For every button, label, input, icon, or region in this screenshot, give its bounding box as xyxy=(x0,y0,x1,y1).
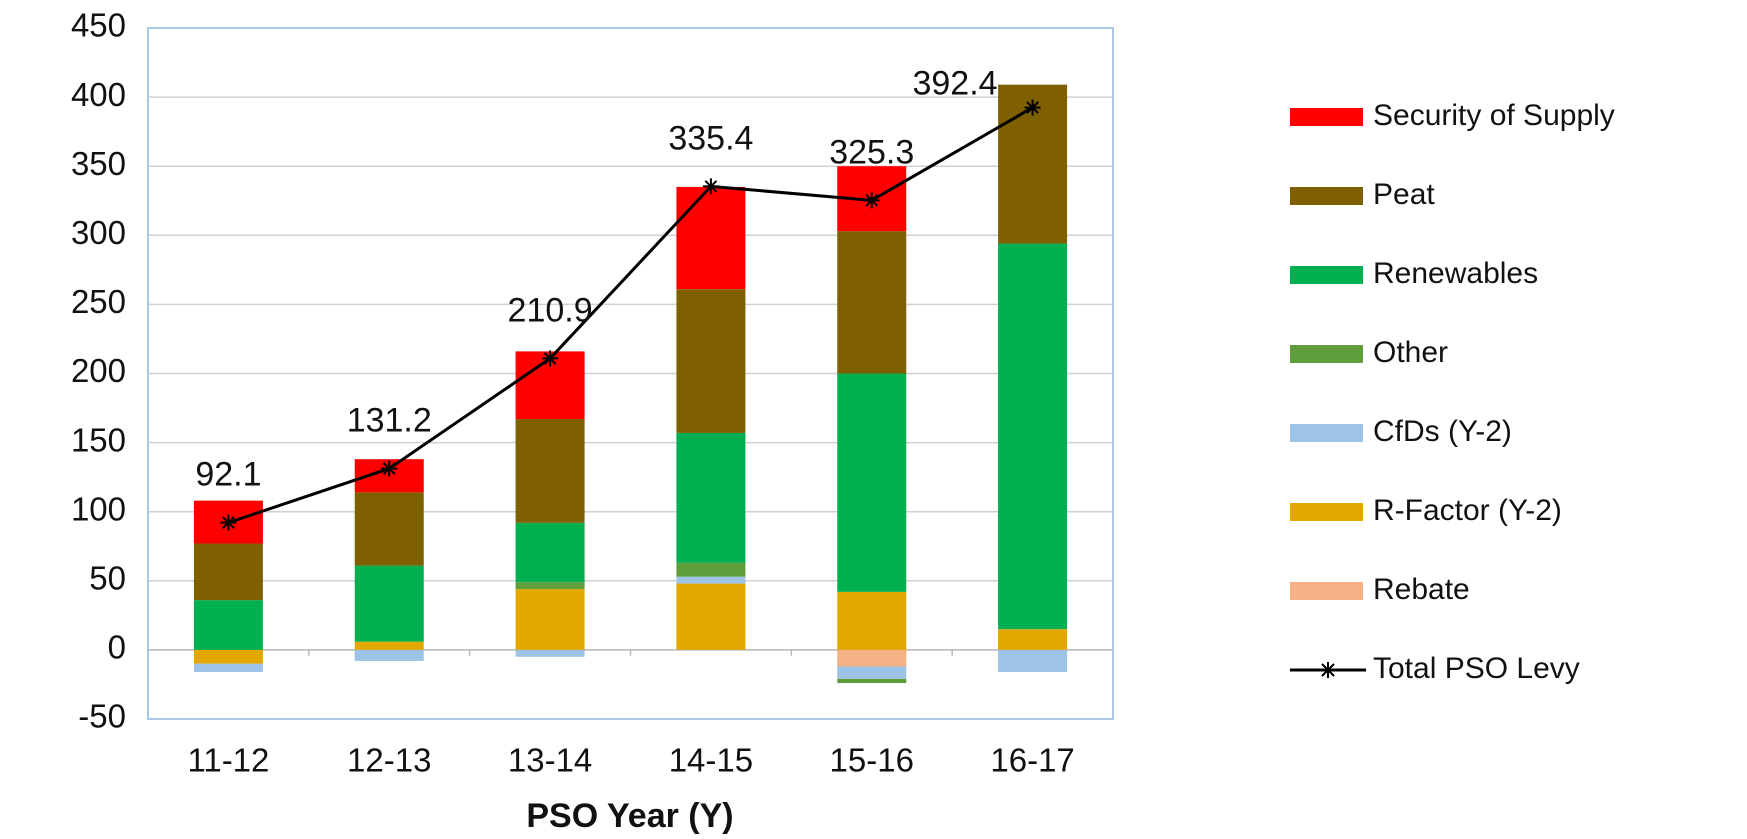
line-marker xyxy=(863,192,880,209)
bar-segment xyxy=(998,649,1068,673)
bar-segment xyxy=(515,589,585,650)
marker-stroke xyxy=(704,180,718,193)
x-axis-title: PSO Year (Y) xyxy=(526,797,733,835)
marker-stroke xyxy=(543,352,557,365)
y-tick-label: 450 xyxy=(71,7,126,44)
legend-label: Peat xyxy=(1373,178,1435,211)
y-tick-label: 150 xyxy=(71,421,126,458)
bar-segment xyxy=(354,649,424,661)
bar-segment xyxy=(515,522,585,583)
y-tick-label: 300 xyxy=(71,214,126,251)
legend-label: Renewables xyxy=(1373,257,1538,290)
bar-segment xyxy=(837,678,907,684)
bar-segment xyxy=(998,243,1068,630)
legend-swatch xyxy=(1290,503,1363,521)
y-tick-label: 50 xyxy=(89,560,126,597)
data-label: 335.4 xyxy=(668,119,753,157)
x-tick-label: 16-17 xyxy=(990,742,1074,779)
line-marker xyxy=(220,514,237,531)
legend-label: Total PSO Levy xyxy=(1373,652,1580,685)
bar-segment xyxy=(676,562,746,577)
legend-swatch xyxy=(1290,266,1363,284)
y-tick-label: 400 xyxy=(71,76,126,113)
bar-segment xyxy=(676,576,746,584)
total-line xyxy=(227,106,1034,525)
bar-segment xyxy=(354,492,424,566)
bar-segment xyxy=(193,543,263,601)
data-label: 392.4 xyxy=(912,65,997,103)
legend-label: Rebate xyxy=(1373,573,1470,606)
bar-segment xyxy=(837,373,907,592)
bar-segment xyxy=(676,432,746,563)
legend-label: R-Factor (Y-2) xyxy=(1373,494,1562,527)
legend-swatch xyxy=(1290,424,1363,442)
data-label: 210.9 xyxy=(508,291,593,329)
marker-stroke xyxy=(1026,101,1039,114)
line-marker xyxy=(702,178,719,195)
y-tick-label: -50 xyxy=(78,698,126,735)
bar-segment xyxy=(515,582,585,590)
y-tick-label: 250 xyxy=(71,283,126,320)
data-label: 325.3 xyxy=(829,133,914,171)
y-tick-label: 200 xyxy=(71,352,126,389)
bar-segment xyxy=(837,649,907,667)
legend-marker xyxy=(1321,663,1335,677)
legend-label: Security of Supply xyxy=(1373,99,1615,132)
marker-stroke xyxy=(222,516,235,529)
bar-segment xyxy=(676,289,746,433)
bar-segment xyxy=(515,649,585,657)
bar-segment xyxy=(837,666,907,679)
legend-swatch xyxy=(1290,345,1363,363)
bar-segment xyxy=(676,583,746,650)
bar-segment xyxy=(676,186,746,290)
y-tick-label: 350 xyxy=(71,145,126,182)
x-tick-label: 15-16 xyxy=(830,742,914,779)
line-marker xyxy=(542,350,559,367)
data-label: 131.2 xyxy=(347,402,432,440)
data-label: 92.1 xyxy=(195,456,261,494)
y-tick-label: 100 xyxy=(71,490,126,527)
legend-swatch xyxy=(1290,187,1363,205)
line-marker xyxy=(381,460,398,477)
legend-swatch xyxy=(1290,582,1363,600)
bar-segment xyxy=(837,591,907,650)
x-tick-label: 13-14 xyxy=(508,742,592,779)
plot-border xyxy=(147,27,1114,720)
bar-segment xyxy=(354,641,424,650)
bar-segment xyxy=(193,663,263,673)
legend-label: Other xyxy=(1373,336,1448,369)
line-marker xyxy=(1024,99,1041,116)
bar-segment xyxy=(354,565,424,642)
bar-segment xyxy=(998,629,1068,650)
bar-segment xyxy=(193,600,263,650)
legend-swatch xyxy=(1290,108,1363,126)
marker-stroke xyxy=(865,194,879,207)
marker-stroke xyxy=(382,462,396,475)
x-tick-label: 11-12 xyxy=(187,742,269,779)
x-tick-label: 12-13 xyxy=(347,742,431,779)
y-tick-label: 0 xyxy=(108,629,126,666)
bar-segment xyxy=(515,419,585,523)
legend-label: CfDs (Y-2) xyxy=(1373,415,1512,448)
bar-segment xyxy=(193,649,263,664)
bar-segment xyxy=(837,231,907,374)
x-tick-label: 14-15 xyxy=(669,742,753,779)
